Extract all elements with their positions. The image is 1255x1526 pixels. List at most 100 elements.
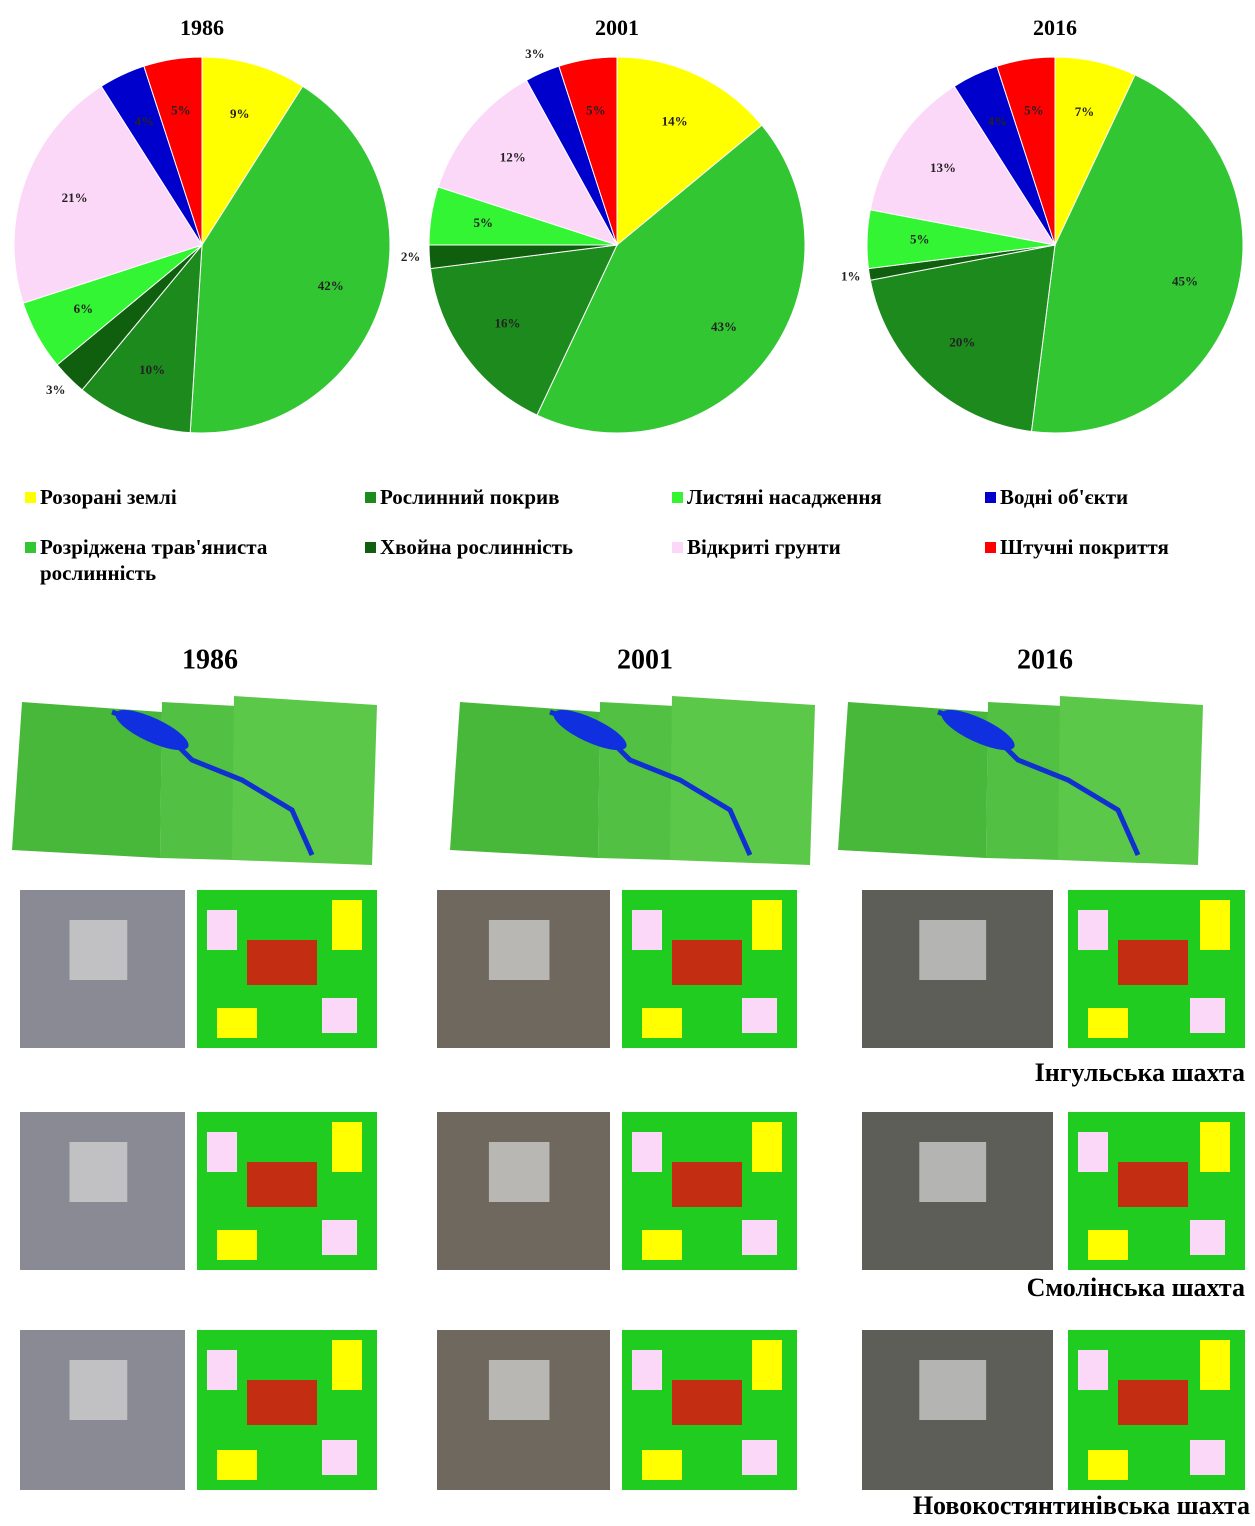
legend-swatch [25, 492, 36, 503]
legend-item: Розорані землі [25, 484, 315, 510]
bright-spot [489, 1360, 550, 1420]
data-label: 45% [1172, 274, 1198, 289]
patch [332, 1122, 362, 1172]
data-label: 10% [139, 362, 165, 377]
legend-swatch [365, 492, 376, 503]
data-label: 5% [474, 215, 494, 230]
site-label: Інгульська шахта [1035, 1058, 1245, 1087]
patch [642, 1450, 682, 1480]
year-title: 2001 [617, 644, 673, 675]
data-label: 6% [74, 301, 94, 316]
patch [217, 1008, 257, 1038]
patch [247, 1380, 317, 1425]
legend-swatch [985, 542, 996, 553]
patch [672, 1162, 742, 1207]
patch [1200, 900, 1230, 950]
data-label: 43% [711, 319, 737, 334]
bright-spot [489, 920, 550, 980]
patch [217, 1450, 257, 1480]
patch [752, 1122, 782, 1172]
year-title: 2016 [1017, 644, 1073, 675]
patch [1088, 1008, 1128, 1038]
bright-spot [919, 1142, 986, 1202]
data-label: 14% [662, 114, 688, 129]
patch [1088, 1450, 1128, 1480]
legend-label: Листяні насадження [687, 484, 882, 510]
legend-label: Розорані землі [40, 484, 177, 510]
patch [1200, 1122, 1230, 1172]
patch [207, 1350, 237, 1390]
bright-spot [70, 1142, 128, 1202]
data-label: 1% [841, 268, 861, 283]
legend-item: Розріджена трав'яниста рослинність [25, 534, 315, 586]
patch [1078, 1132, 1108, 1172]
patch [322, 1440, 357, 1475]
site-label: Смолінська шахта [1027, 1273, 1245, 1302]
chart-title: 2001 [595, 15, 639, 40]
data-label: 16% [494, 316, 520, 331]
patch [672, 1380, 742, 1425]
data-label: 3% [525, 46, 545, 61]
legend-item: Хвойна рослинність [365, 534, 655, 560]
patch [642, 1008, 682, 1038]
legend-item: Відкриті грунти [672, 534, 962, 560]
legend-item: Листяні насадження [672, 484, 962, 510]
patch [742, 998, 777, 1033]
data-label: 13% [930, 160, 956, 175]
patch [642, 1230, 682, 1260]
region-map [12, 696, 377, 865]
data-label: 2% [401, 249, 421, 264]
legend-swatch [672, 492, 683, 503]
legend-swatch [672, 542, 683, 553]
patch [247, 940, 317, 985]
patch [217, 1230, 257, 1260]
map-tile [986, 702, 1063, 860]
data-label: 3% [46, 382, 66, 397]
patch [1088, 1230, 1128, 1260]
patch [742, 1220, 777, 1255]
legend-item: Водні об'єкти [985, 484, 1255, 510]
map-tile [160, 702, 237, 860]
patch [752, 900, 782, 950]
figure: 19869%42%10%3%6%21%4%5%200114%43%16%2%5%… [0, 0, 1255, 1526]
data-label: 5% [910, 232, 930, 247]
patch [207, 910, 237, 950]
patch [332, 900, 362, 950]
legend-swatch [985, 492, 996, 503]
legend-label: Хвойна рослинність [380, 534, 573, 560]
data-label: 4% [988, 114, 1008, 129]
data-label: 20% [949, 335, 975, 350]
patch [207, 1132, 237, 1172]
patch [322, 1220, 357, 1255]
patch [672, 940, 742, 985]
data-label: 21% [62, 190, 88, 205]
patch [1078, 910, 1108, 950]
patch [1200, 1340, 1230, 1390]
data-label: 7% [1075, 104, 1095, 119]
data-label: 12% [500, 150, 526, 165]
patch [632, 1350, 662, 1390]
data-label: 5% [171, 102, 191, 117]
bright-spot [70, 1360, 128, 1420]
patch [1118, 1162, 1188, 1207]
bright-spot [919, 920, 986, 980]
patch [1078, 1350, 1108, 1390]
patch [332, 1340, 362, 1390]
data-label: 5% [586, 102, 606, 117]
data-label: 42% [318, 278, 344, 293]
legend-label: Відкриті грунти [687, 534, 841, 560]
bright-spot [70, 920, 128, 980]
legend-label: Розріджена трав'яниста рослинність [40, 534, 315, 586]
legend-item: Штучні покриття [985, 534, 1255, 560]
chart-title: 2016 [1033, 15, 1077, 40]
patch [1118, 1380, 1188, 1425]
region-map [450, 696, 815, 865]
patch [1190, 1220, 1225, 1255]
patch [1118, 940, 1188, 985]
legend-swatch [365, 542, 376, 553]
patch [632, 910, 662, 950]
data-label: 9% [230, 106, 250, 121]
patch [1190, 998, 1225, 1033]
patch [632, 1132, 662, 1172]
patch [322, 998, 357, 1033]
